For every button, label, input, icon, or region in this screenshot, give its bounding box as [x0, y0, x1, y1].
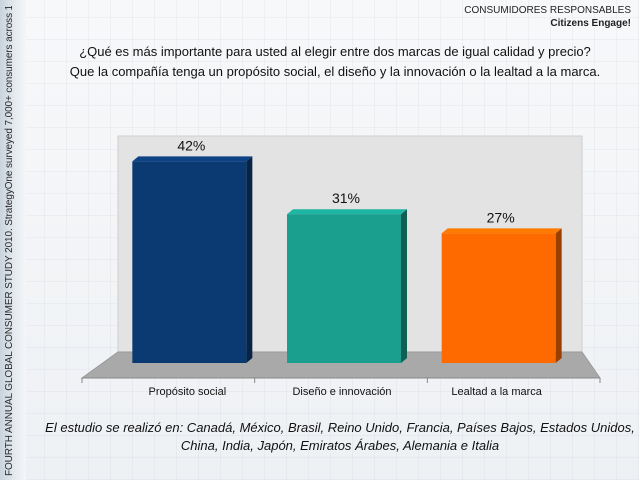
caption: El estudio se realizó en: Canadá, México… [40, 419, 639, 455]
category-label-0: Propósito social [149, 386, 227, 398]
data-label-1: 31% [332, 190, 360, 206]
bar-side-1 [401, 209, 407, 363]
question-line-1: ¿Qué es más importante para usted al ele… [79, 44, 591, 59]
brand-subtitle: Citizens Engage! [550, 18, 631, 29]
bar-0 [132, 161, 247, 363]
bar-top-2 [441, 228, 562, 234]
question-text: ¿Qué es más importante para usted al ele… [40, 42, 630, 82]
caption-line-2: China, India, Japón, Emiratos Árabes, Al… [180, 438, 500, 453]
category-label-2: Lealtad a la marca [451, 386, 542, 398]
bar-1 [287, 214, 401, 363]
bar-side-0 [246, 156, 253, 363]
brand-header: CONSUMIDORES RESPONSABLES Citizens Engag… [464, 4, 631, 30]
data-label-2: 27% [487, 209, 515, 225]
bar-top-0 [132, 156, 253, 162]
side-strip: FOURTH ANNUAL GLOBAL CONSUMER STUDY 2010… [0, 0, 26, 480]
bar-side-2 [555, 228, 562, 363]
bar-2 [441, 233, 556, 363]
question-line-2: Que la compañía tenga un propósito socia… [69, 64, 601, 79]
caption-line-1: El estudio se realizó en: Canadá, México… [45, 420, 635, 435]
bar-top-1 [287, 209, 407, 215]
category-label-1: Diseño e innovación [292, 386, 391, 398]
data-label-0: 42% [177, 137, 205, 153]
brand-title: CONSUMIDORES RESPONSABLES [464, 5, 631, 16]
